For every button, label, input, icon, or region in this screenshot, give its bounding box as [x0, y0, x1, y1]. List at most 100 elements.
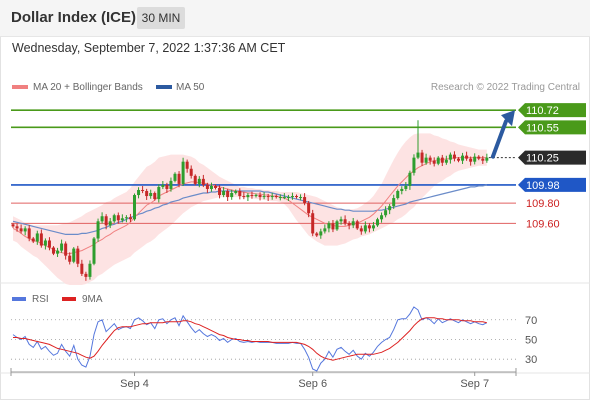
candle-body [197, 178, 201, 184]
candle-body [96, 221, 100, 239]
candle-body [461, 155, 465, 161]
candle-body [209, 185, 213, 189]
candle-body [363, 225, 367, 232]
candle-body [238, 190, 242, 197]
last-price-tag [518, 150, 586, 165]
candle-body [327, 223, 331, 229]
candle-body [84, 273, 88, 277]
candle-body [27, 228, 31, 239]
candle-body [120, 218, 124, 221]
candle-body [218, 187, 222, 196]
level-label-resistance: 110.55 [526, 122, 559, 134]
candle-body [359, 228, 363, 232]
price-legend: MA 20 + Bollinger Bands MA 50 [12, 82, 205, 93]
overlay: 110.25 [488, 110, 586, 165]
candle-body [254, 195, 258, 197]
rsi-tick-label: 70 [525, 315, 537, 327]
candle-body [343, 219, 347, 224]
candle-body [47, 240, 51, 248]
legend-label-ma20: MA 20 + Bollinger Bands [33, 82, 143, 93]
x-tick-label: Sep 4 [120, 378, 149, 390]
ma20-line [12, 157, 487, 255]
candle-body [181, 161, 185, 184]
candle-body [133, 195, 136, 220]
candle-body [457, 158, 460, 161]
candle-body [311, 213, 315, 234]
candle-body [104, 216, 108, 226]
candle-body [262, 196, 266, 198]
candle-body [153, 193, 157, 200]
candle-body [60, 243, 64, 251]
candle-body [19, 228, 23, 232]
moving-averages [12, 157, 487, 255]
rsi-tick-label: 50 [525, 334, 537, 346]
candle-body [108, 221, 112, 226]
level-label-resistance: 110.72 [526, 105, 559, 117]
legend-swatch-rsi [12, 297, 26, 301]
candle-body [258, 195, 262, 198]
candle-body [80, 263, 84, 274]
candle-body [295, 196, 298, 198]
candle-body [274, 196, 278, 198]
candle-body [331, 223, 335, 230]
instrument-title: Dollar Index (ICE) [11, 9, 137, 26]
candle-body [35, 233, 39, 242]
watermark: Research © 2022 Trading Central [431, 82, 580, 93]
candle-body [52, 247, 55, 254]
candle-body [149, 193, 153, 197]
legend-swatch-ma50 [156, 85, 172, 89]
candle-body [452, 154, 456, 159]
candle-body [351, 221, 355, 226]
candle-body [64, 243, 68, 256]
candle-body [214, 185, 217, 188]
header-bar: Dollar Index (ICE) 30 MIN [0, 0, 590, 37]
candle-body [222, 190, 226, 196]
rsi-legend: RSI 9MA [12, 294, 103, 305]
candle-body [193, 175, 197, 184]
candle-body [388, 206, 392, 211]
legend-swatch-ma20 [12, 85, 28, 89]
timeframe-badge[interactable]: 30 MIN [137, 7, 185, 29]
level-tag-pivot [518, 177, 586, 192]
candle-body [43, 240, 47, 246]
report-datetime: Wednesday, September 7, 2022 1:37:36 AM … [12, 41, 286, 55]
candle-body [384, 210, 388, 216]
legend-label-rsi: RSI [32, 294, 49, 305]
candle-body [424, 157, 428, 163]
legend-label-ma50: MA 50 [176, 82, 205, 93]
candle-body [23, 228, 27, 232]
candle-body [278, 197, 282, 199]
candle-body [128, 217, 132, 220]
candle-body [299, 197, 303, 199]
candle-body [408, 172, 412, 186]
bollinger-band [13, 133, 487, 285]
candle-body [339, 219, 343, 222]
rsi-line [12, 306, 488, 372]
candle-body [161, 184, 165, 187]
projection-arrow-shaft [490, 119, 508, 159]
candle-body [185, 161, 189, 169]
candle-body [412, 157, 416, 173]
candle-body [72, 248, 76, 262]
candle-body [323, 228, 327, 232]
candle-body [270, 196, 274, 198]
candles [11, 120, 489, 281]
candle-body [169, 180, 173, 189]
candle-body [266, 196, 270, 198]
candle-body [355, 221, 359, 229]
candle-body [11, 224, 15, 227]
candle-body [367, 225, 371, 229]
candle-body [416, 152, 420, 158]
candle-body [286, 197, 290, 199]
candle-body [145, 190, 149, 197]
candle-body [88, 263, 92, 277]
x-tick-label: Sep 7 [460, 378, 489, 390]
candle-body [201, 178, 205, 185]
candle-body [303, 197, 307, 204]
candle-body [448, 154, 452, 160]
candle-body [124, 217, 128, 219]
candle-body [250, 195, 254, 197]
candle-body [39, 233, 43, 246]
candle-body [92, 238, 96, 264]
